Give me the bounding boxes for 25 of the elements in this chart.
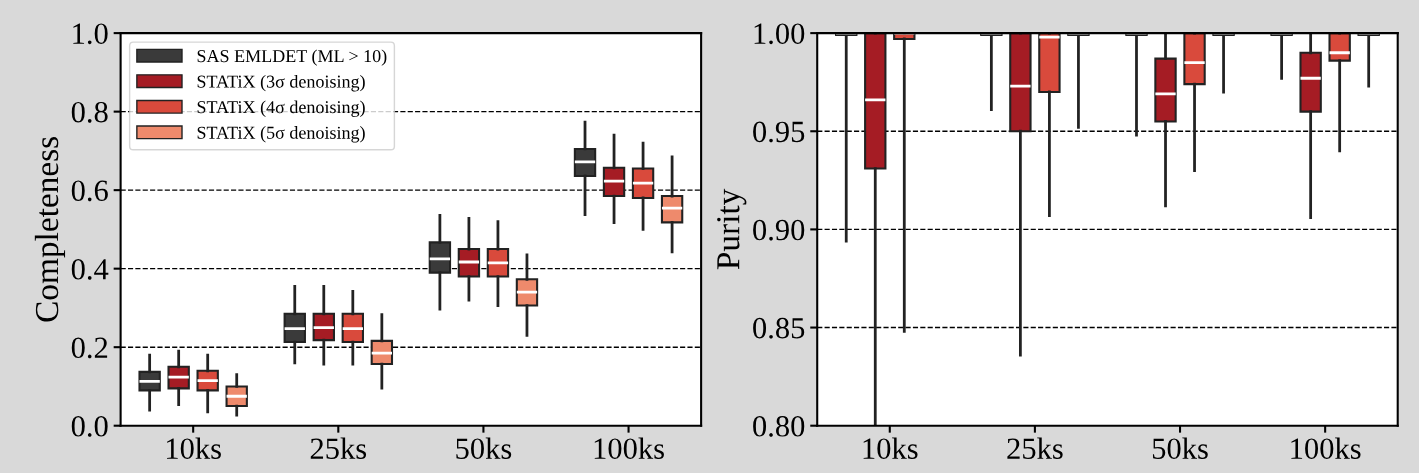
- x-tick-label: 50ks: [1152, 437, 1208, 460]
- x-tick-label: 100ks: [1291, 437, 1361, 460]
- y-tick-label: 0.4: [71, 258, 109, 280]
- y-tick-label: 0.90: [753, 219, 805, 241]
- y-tick-label: 0.80: [753, 415, 805, 437]
- y-tick-label: 0.6: [71, 180, 108, 202]
- y-tick-label: 0.2: [71, 337, 108, 359]
- legend-label: STATiX (4σ denoising): [197, 100, 365, 117]
- y-tick-label: 1.00: [754, 23, 805, 45]
- y-axis-title: Purity: [717, 188, 747, 270]
- x-tick-label: 50ks: [456, 437, 512, 460]
- x-tick-label: 25ks: [310, 437, 367, 460]
- y-axis-title: Completeness: [34, 137, 66, 322]
- x-tick-label: 100ks: [594, 437, 664, 460]
- y-tick-label: 0.85: [753, 317, 805, 339]
- legend-label: STATiX (3σ denoising): [197, 74, 365, 92]
- y-tick-label: 0.95: [753, 121, 805, 143]
- y-tick-label: 0.0: [71, 415, 108, 437]
- legend-label: SAS EMLDET (ML > 10): [197, 49, 387, 66]
- y-tick-label: 0.8: [71, 101, 108, 123]
- y-tick-label: 1.0: [73, 23, 108, 45]
- legend-label: STATiX (5σ denoising): [197, 126, 365, 143]
- x-tick-label: 10ks: [167, 437, 221, 460]
- x-tick-label: 25ks: [1007, 437, 1063, 460]
- x-tick-label: 10ks: [863, 437, 918, 460]
